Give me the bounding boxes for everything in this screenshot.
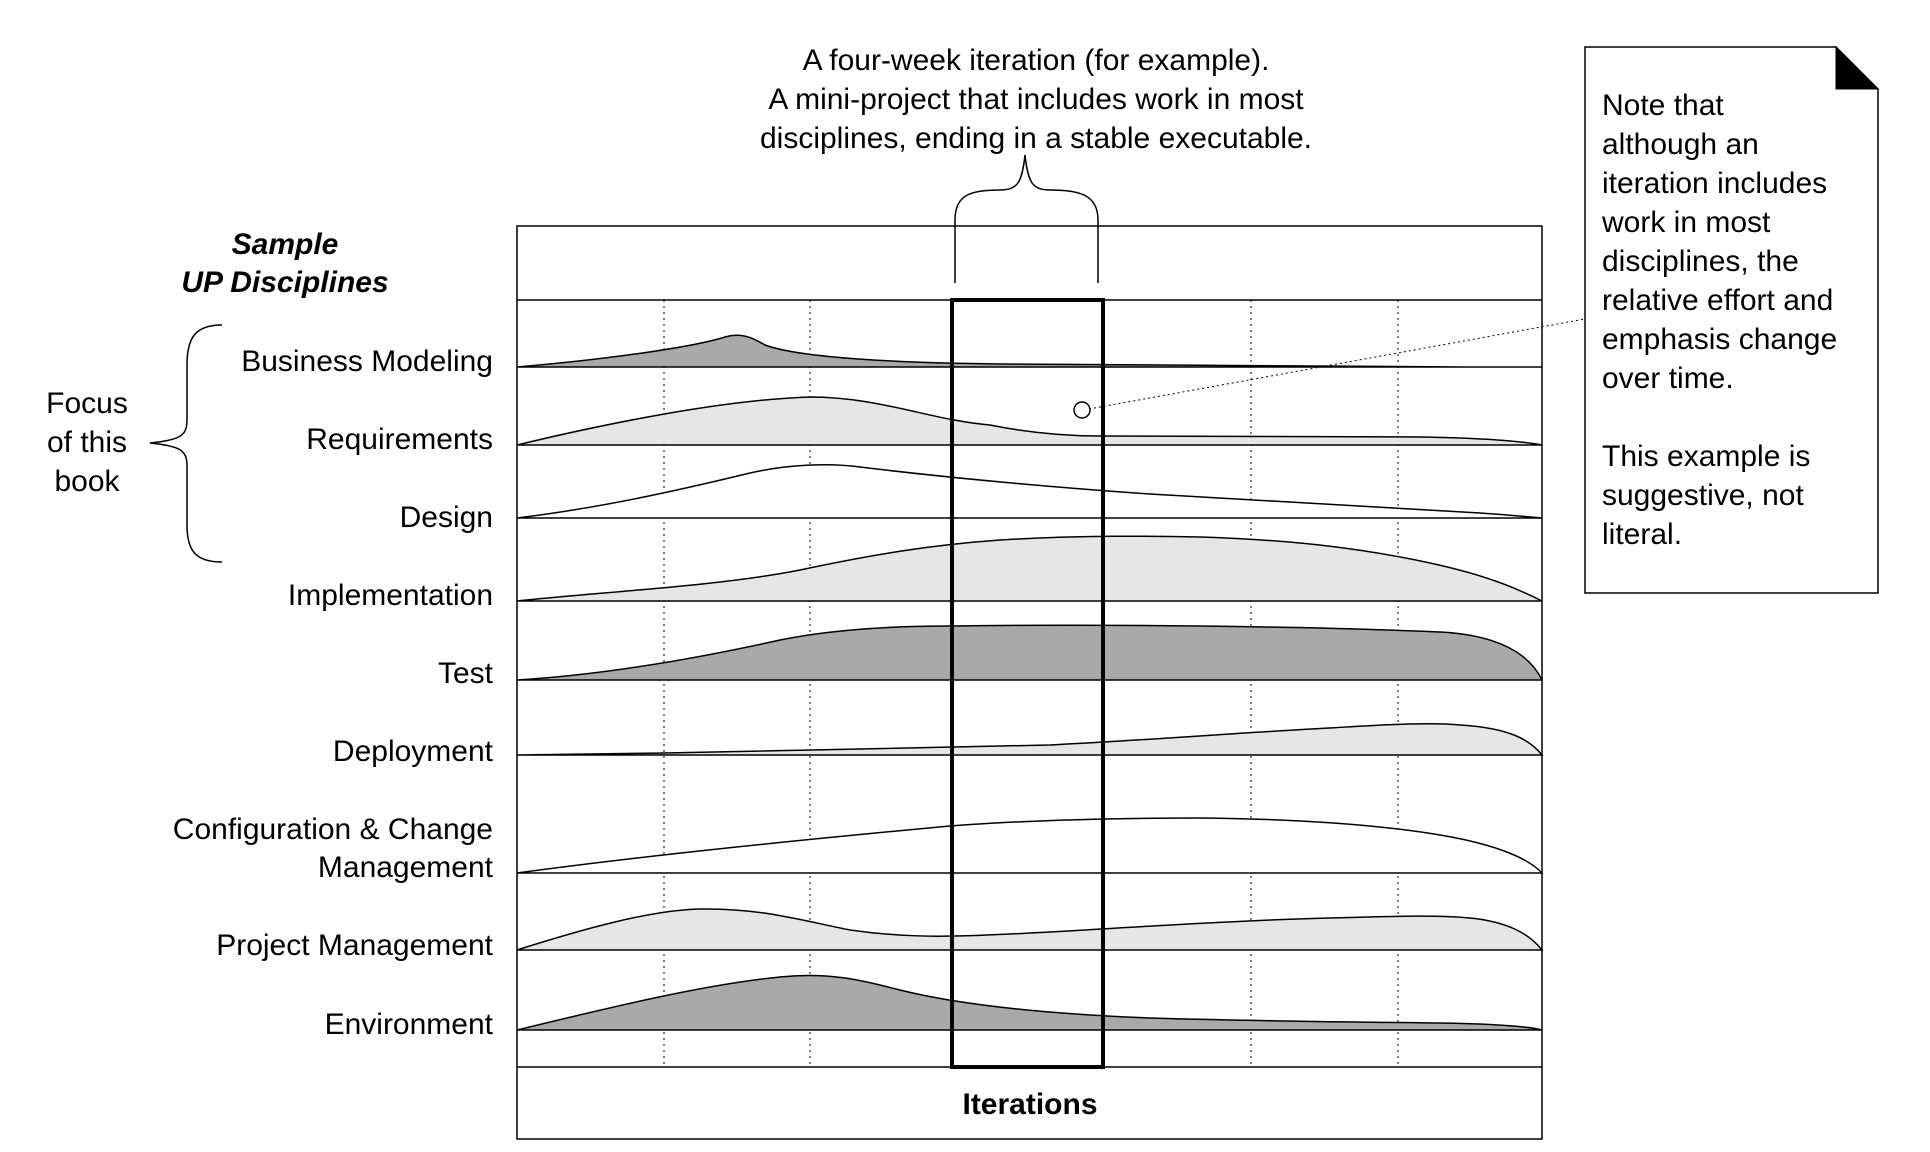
discipline-label-business-modeling: Business Modeling <box>241 345 493 378</box>
discipline-label-configuration: Configuration & Change <box>173 813 493 846</box>
curve-test <box>516 624 1544 681</box>
diagram-title-line-2: UP Disciplines <box>181 266 388 299</box>
curve-implementation <box>516 535 1543 602</box>
note-connector <box>1088 318 1586 410</box>
curve-configuration <box>516 817 1544 874</box>
note-line-11: suggestive, not <box>1602 479 1804 512</box>
iteration-highlight-box <box>950 298 1105 1069</box>
note-outline <box>1584 46 1879 594</box>
discipline-label-environment: Environment <box>325 1008 494 1041</box>
note-line-10: This example is <box>1602 440 1810 473</box>
diagram-title-line-1: Sample <box>232 228 339 261</box>
note-line-1: Note that <box>1602 89 1724 122</box>
discipline-label-test: Test <box>438 657 494 690</box>
discipline-label-implementation: Implementation <box>288 579 493 612</box>
discipline-label-design: Design <box>400 501 493 534</box>
discipline-label-configuration-line-2: Management <box>318 851 494 884</box>
note-box: Note that although an iteration includes… <box>1584 45 1880 594</box>
focus-line-3: book <box>54 465 120 498</box>
discipline-labels: Business Modeling Requirements Design Im… <box>173 345 494 1041</box>
note-line-2: although an <box>1602 128 1759 161</box>
callout-line-3: disciplines, ending in a stable executab… <box>760 122 1312 155</box>
callout-line-2: A mini-project that includes work in mos… <box>768 83 1304 116</box>
note-folded-corner <box>1835 45 1880 90</box>
note-line-8: over time. <box>1602 362 1734 395</box>
diagram-frame <box>516 225 1543 1140</box>
effort-curves <box>516 334 1544 1031</box>
discipline-label-requirements: Requirements <box>306 423 493 456</box>
curve-requirements <box>516 396 1543 446</box>
curve-design <box>516 464 1543 519</box>
note-anchor-circle <box>1073 401 1091 419</box>
iteration-brace <box>954 154 1099 283</box>
discipline-label-project-management: Project Management <box>216 929 493 962</box>
note-line-7: emphasis change <box>1602 323 1837 356</box>
callout-line-1: A four-week iteration (for example). <box>803 44 1270 77</box>
focus-brace <box>149 324 223 563</box>
focus-line-2: of this <box>47 426 127 459</box>
curve-project-management <box>516 908 1544 951</box>
note-line-3: iteration includes <box>1602 167 1827 200</box>
curve-environment <box>516 974 1543 1031</box>
curve-business-modeling <box>516 334 1543 368</box>
iterations-label: Iterations <box>962 1088 1097 1121</box>
note-line-4: work in most <box>1601 206 1771 239</box>
note-line-5: disciplines, the <box>1602 245 1799 278</box>
curve-deployment <box>516 723 1544 756</box>
note-line-6: relative effort and <box>1602 284 1833 317</box>
discipline-label-deployment: Deployment <box>333 735 494 768</box>
note-line-12: literal. <box>1602 518 1682 551</box>
focus-line-1: Focus <box>46 387 128 420</box>
